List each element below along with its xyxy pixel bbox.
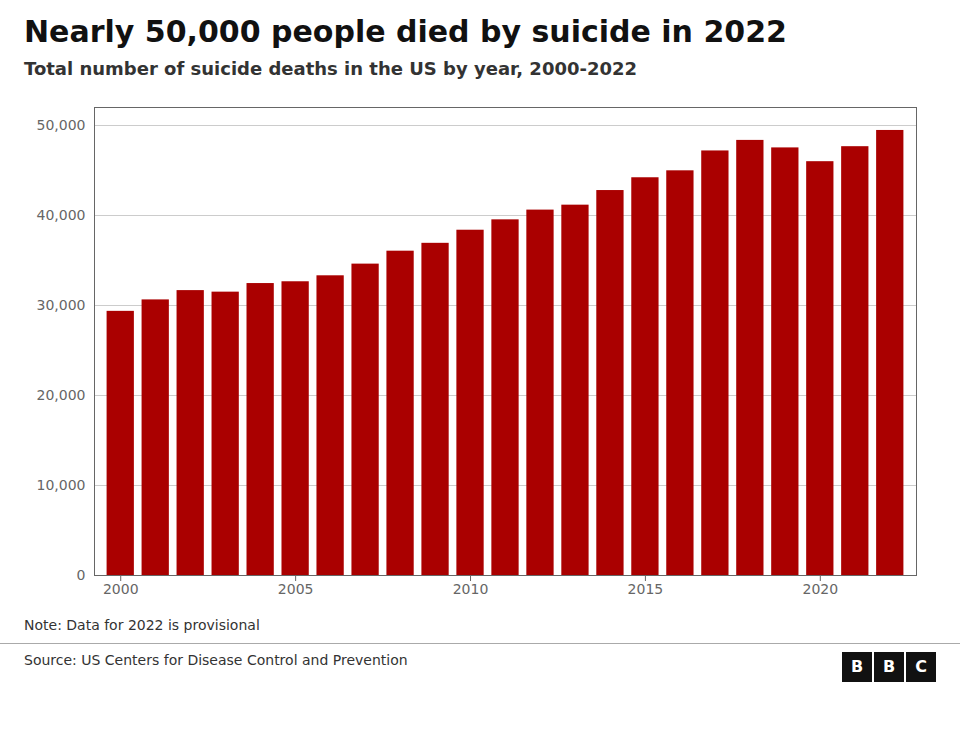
- html-text:B: B: [882, 656, 896, 676]
- html-text:Nearly 50,000 people died by s: Nearly 50,000 people died by suicide in …: [24, 14, 787, 49]
- svg-text:2000: 2000: [103, 581, 139, 597]
- html-text:Source: US Centers for Disease: Source: US Centers for Disease Control a…: [24, 651, 408, 668]
- html-text:Total number of suicide deaths: Total number of suicide deaths in the US…: [24, 58, 637, 79]
- svg-text:2020: 2020: [802, 581, 838, 597]
- html-text:B: B: [850, 656, 864, 676]
- svg-text:2015: 2015: [628, 581, 664, 597]
- svg-text:50,000: 50,000: [37, 116, 86, 132]
- svg-text:0: 0: [77, 566, 86, 582]
- svg-text:30,000: 30,000: [37, 296, 86, 312]
- svg-text:20,000: 20,000: [37, 386, 86, 402]
- svg-text:2010: 2010: [453, 581, 489, 597]
- html-text:Note: Data for 2022 is provisi: Note: Data for 2022 is provisional: [24, 616, 260, 633]
- svg-text:40,000: 40,000: [37, 206, 86, 222]
- svg-text:10,000: 10,000: [37, 476, 86, 492]
- html-text:C: C: [915, 656, 927, 676]
- svg-text:2005: 2005: [278, 581, 314, 597]
